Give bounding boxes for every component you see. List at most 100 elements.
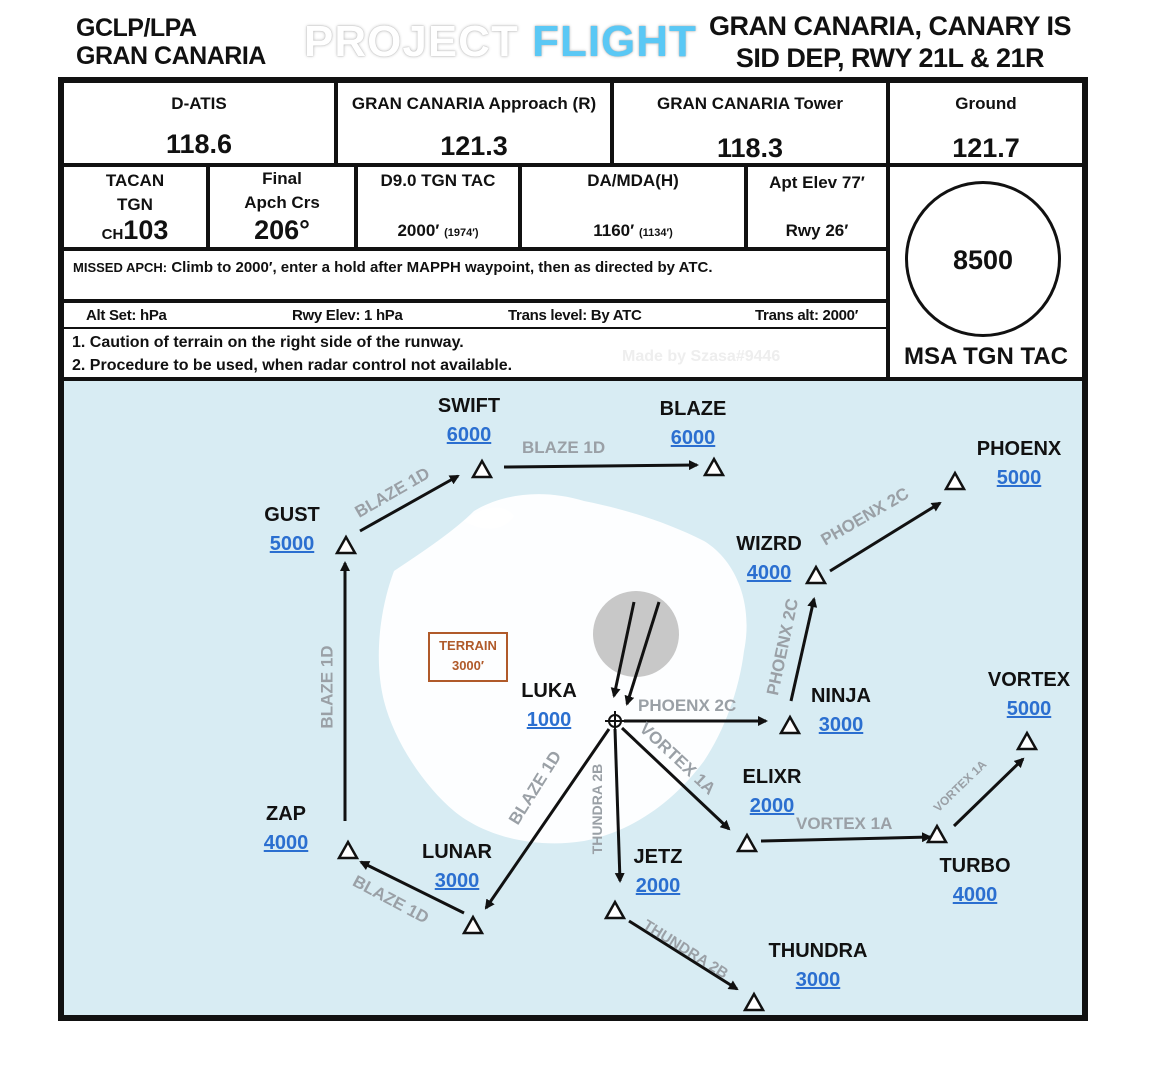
freq-value: 118.3	[716, 133, 784, 163]
waypoint-altitude: 3000	[795, 969, 841, 991]
waypoint-luka: LUKA 1000	[509, 680, 589, 732]
tacan-channel: 103	[123, 215, 169, 245]
brand-word-1: PROJECT	[304, 17, 519, 66]
missed-label: MISSED APCH:	[73, 260, 168, 275]
waypoint-wizrd: WIZRD 4000	[724, 533, 814, 585]
waypoint-name: NINJA	[810, 685, 871, 707]
waypoint-blaze: BLAZE 6000	[648, 398, 738, 450]
waypoint-name: GUST	[264, 504, 320, 526]
terrain-box: TERRAIN 3000′	[428, 632, 508, 682]
waypoint-thundra: THUNDRA 3000	[758, 940, 878, 992]
waypoint-turbo: TURBO 4000	[930, 855, 1020, 907]
waypoint-name: ZAP	[266, 803, 306, 825]
freq-value: 121.7	[952, 133, 1020, 163]
waypoint-name: JETZ	[633, 846, 683, 868]
waypoint-altitude: 3000	[818, 714, 864, 736]
trans-level: Trans level: By ATC	[508, 307, 642, 324]
trans-alt: Trans alt: 2000′	[755, 307, 859, 324]
runway-21r	[624, 601, 661, 706]
waypoint-altitude: 1000	[526, 709, 572, 731]
freq-value: 118.6	[165, 129, 233, 159]
chart-title-line-1: GRAN CANARIA, CANARY IS	[708, 11, 1072, 41]
freq-label: GRAN CANARIA Tower	[656, 94, 844, 113]
rwy-elev: Rwy 26′	[785, 221, 849, 240]
freq-ground: Ground 121.7	[890, 83, 1082, 163]
da-label: DA/MDA(H)	[587, 171, 679, 190]
final-label-2: Apch Crs	[244, 193, 320, 212]
route-ninja-wizrd	[789, 597, 818, 702]
route-label-blaze-swift: BLAZE 1D	[522, 438, 606, 457]
airport-header: GCLP/LPA GRAN CANARIA	[76, 14, 266, 70]
waypoint-name: TURBO	[939, 855, 1011, 877]
airport-area-circle	[593, 591, 679, 677]
waypoint-name: LUKA	[521, 680, 577, 702]
waypoint-gust: GUST 5000	[252, 504, 332, 556]
waypoint-altitude: 4000	[263, 832, 309, 854]
altimeter-row: Alt Set: hPa Rwy Elev: 1 hPa Trans level…	[64, 303, 886, 327]
tacan-cell: TACAN TGN CH103	[64, 167, 206, 247]
route-turbo-vortex	[952, 757, 1025, 828]
waypoint-altitude: 3000	[434, 870, 480, 892]
tacan-ch: CH	[101, 226, 124, 243]
waypoint-name: LUNAR	[422, 841, 492, 863]
route-lunar-zap	[359, 860, 465, 915]
triangle-jetz	[603, 899, 627, 920]
da-altitude: 1160′	[593, 221, 635, 240]
terrain-value: 3000′	[451, 658, 485, 673]
waypoint-altitude: 6000	[670, 427, 716, 449]
airport-name: GRAN CANARIA	[76, 42, 266, 70]
waypoint-name: SWIFT	[437, 395, 501, 417]
route-map-svg	[334, 456, 1039, 1012]
waypoint-altitude: 6000	[446, 424, 492, 446]
freq-label: Ground	[955, 94, 1017, 113]
triangle-elixr	[735, 832, 759, 853]
route-gust-swift	[359, 474, 460, 533]
waypoint-name: VORTEX	[987, 669, 1071, 691]
freq-approach: GRAN CANARIA Approach (R) 121.3	[338, 83, 610, 163]
triangle-phoenx	[943, 470, 967, 491]
credit-watermark: Made by Szasa#9446	[622, 348, 781, 365]
freq-value: 121.3	[440, 131, 508, 161]
waypoint-altitude: 5000	[996, 467, 1042, 489]
freq-tower: GRAN CANARIA Tower 118.3	[614, 83, 886, 163]
msa-label: MSA TGN TAC	[904, 343, 1068, 370]
d9-height: (1974′)	[444, 227, 479, 239]
terrain-label: TERRAIN	[439, 638, 497, 653]
rwy-elev-hpa: Rwy Elev: 1 hPa	[292, 307, 403, 324]
route-wizrd-phoenx	[829, 501, 942, 573]
waypoint-name: BLAZE	[659, 398, 727, 420]
waypoint-elixr: ELIXR 2000	[727, 766, 817, 818]
triangle-wizrd	[804, 564, 828, 585]
apt-elev: Apt Elev 77′	[769, 173, 865, 192]
msa-circle	[905, 181, 1061, 337]
final-course-cell: Final Apch Crs 206°	[210, 167, 354, 247]
route-elixr-turbo	[760, 832, 932, 843]
missed-text: Climb to 2000′, enter a hold after MAPPH…	[171, 259, 713, 276]
waypoint-altitude: 4000	[952, 884, 998, 906]
waypoint-swift: SWIFT 6000	[424, 395, 514, 447]
island-landmass	[378, 494, 747, 844]
triangle-zap	[336, 839, 360, 860]
waypoint-altitude: 5000	[1006, 698, 1052, 720]
route-map: TERRAIN 3000′ SWIFT 6000 BLAZE 6000 PHOE…	[64, 381, 1082, 1015]
waypoint-altitude: 4000	[746, 562, 792, 584]
waypoint-phoenx: PHOENX 5000	[964, 438, 1074, 490]
route-label-thundra-luka: THUNDRA 2B	[589, 763, 606, 855]
route-label-blaze-zap: BLAZE 1D	[317, 645, 337, 729]
note-2: 2. Procedure to be used, when radar cont…	[72, 357, 513, 374]
route-label-phoenx-luka: PHOENX 2C	[638, 696, 737, 715]
triangle-ninja	[778, 714, 802, 735]
route-luka-elixr	[620, 726, 731, 831]
triangle-blaze	[702, 456, 726, 477]
route-swift-blaze	[503, 460, 699, 471]
waypoint-name: PHOENX	[976, 438, 1062, 460]
waypoint-altitude: 2000	[749, 795, 795, 817]
waypoint-name: THUNDRA	[768, 940, 868, 962]
runway-21l	[610, 601, 636, 698]
msa-value: 8500	[952, 245, 1014, 275]
missed-approach: MISSED APCH: Climb to 2000′, enter a hol…	[64, 251, 886, 299]
chart-title: GRAN CANARIA, CANARY IS SID DEP, RWY 21L…	[700, 10, 1080, 74]
waypoint-name: ELIXR	[742, 766, 802, 788]
final-label: Final	[262, 169, 302, 188]
d9-cell: D9.0 TGN TAC 2000′ (1974′)	[358, 167, 518, 247]
